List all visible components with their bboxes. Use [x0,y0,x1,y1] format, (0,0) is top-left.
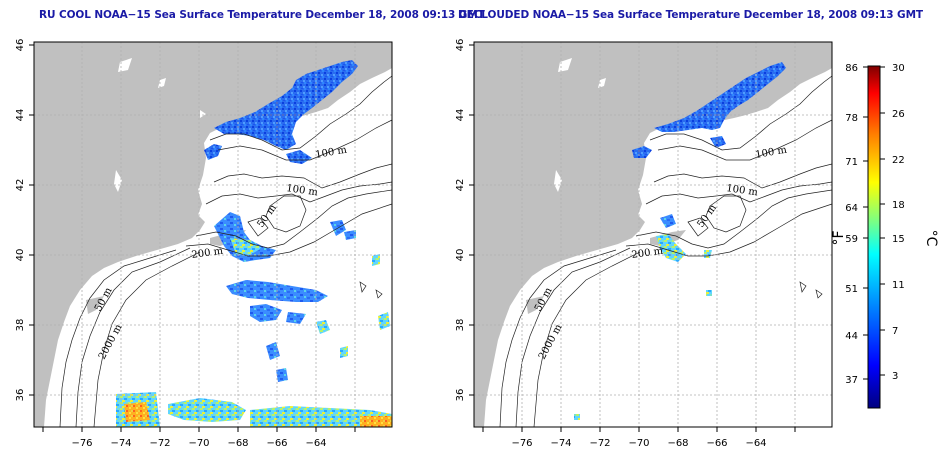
colorbar-f-tick: 37 [845,375,858,386]
left-x-tick: −72 [149,438,170,449]
right-map: 100 m 100 m 50 m 200 m 50 m 2000 m −76 −… [455,39,833,449]
colorbar-c-tick: 3 [892,371,898,382]
left-contour-label: 100 m [286,183,319,198]
right-y-tick: 42 [455,179,466,192]
left-y-tick: 36 [15,389,26,402]
right-y-tick: 38 [455,319,466,332]
right-contour-label: 200 m [631,246,664,261]
right-contour-label: 100 m [726,183,759,198]
right-y-tick: 46 [455,39,466,52]
right-sst-gulf-of-maine [654,62,786,132]
right-x-tick: −70 [628,438,649,449]
right-x-tick: −64 [745,438,766,449]
colorbar: 86 78 71 64 59 51 44 37 30 26 22 18 15 1… [831,63,939,409]
right-land-mass [474,42,832,427]
left-x-tick: −74 [110,438,131,449]
left-y-tick: 38 [15,319,26,332]
left-contour-label: 200 m [191,246,224,261]
left-x-tick: −64 [305,438,326,449]
right-y-tick: 44 [455,109,466,122]
left-y-tick: 46 [15,39,26,52]
colorbar-c-tick: 11 [892,280,905,291]
celsius-unit-label: °C [923,230,939,247]
right-map-title: DECLOUDED NOAA−15 Sea Surface Temperatur… [458,9,923,21]
left-land-mass [34,42,392,427]
colorbar-f-tick: 64 [845,203,858,214]
right-y-tick: 40 [455,249,466,262]
colorbar-c-tick: 18 [892,200,905,211]
left-sst-gulf-of-maine [214,60,358,150]
fahrenheit-unit-label: °F [831,230,847,245]
colorbar-c-tick: 22 [892,155,905,166]
left-x-tick: −66 [266,438,287,449]
left-y-tick: 42 [15,179,26,192]
colorbar-f-tick: 86 [845,63,858,74]
colorbar-f-tick: 59 [845,234,858,245]
colorbar-c-tick: 26 [892,109,905,120]
colorbar-c-tick: 7 [892,326,898,337]
right-x-tick: −74 [550,438,571,449]
colorbar-f-tick: 44 [845,331,858,342]
colorbar-f-tick: 51 [845,284,858,295]
colorbar-c-tick: 30 [892,63,905,74]
right-x-tick: −66 [706,438,727,449]
right-x-tick: −72 [589,438,610,449]
colorbar-c-tick: 15 [892,234,905,245]
left-y-tick: 44 [15,109,26,122]
colorbar-f-tick: 78 [845,113,858,124]
left-x-tick: −76 [71,438,92,449]
right-x-tick: −76 [511,438,532,449]
right-x-tick: −68 [667,438,688,449]
left-x-tick: −68 [227,438,248,449]
right-y-tick: 36 [455,389,466,402]
colorbar-gradient [867,65,881,409]
left-map-title: RU COOL NOAA−15 Sea Surface Temperature … [39,9,485,21]
left-x-tick: −70 [188,438,209,449]
left-y-tick: 40 [15,249,26,262]
colorbar-f-tick: 71 [845,157,858,168]
left-map: 100 m 100 m 50 m 200 m 50 m 2000 m −76 −… [15,39,393,449]
